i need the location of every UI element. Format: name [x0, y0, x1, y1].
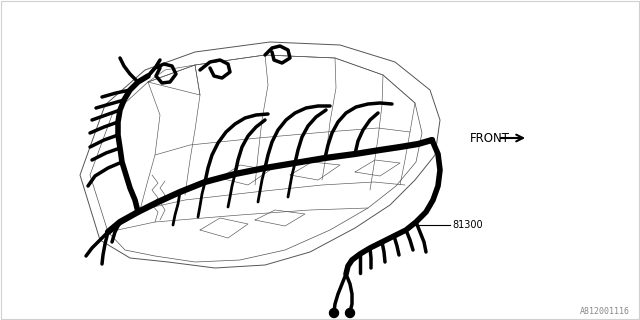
- Text: A812001116: A812001116: [580, 308, 630, 316]
- Text: 81300: 81300: [452, 220, 483, 230]
- Circle shape: [330, 308, 339, 317]
- Circle shape: [346, 308, 355, 317]
- Text: FRONT: FRONT: [470, 132, 510, 145]
